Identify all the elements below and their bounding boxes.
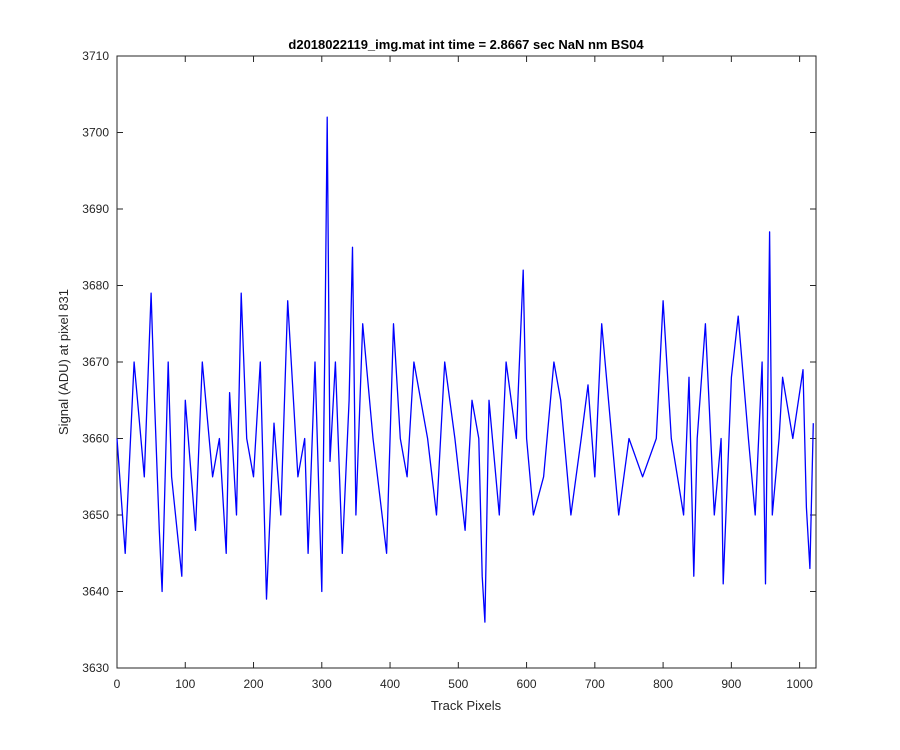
x-tick-label: 700: [585, 677, 605, 691]
x-tick-label: 500: [448, 677, 468, 691]
y-tick-label: 3690: [82, 202, 109, 216]
y-tick-label: 3640: [82, 585, 109, 599]
x-tick-label: 900: [721, 677, 741, 691]
y-axis-title: Signal (ADU) at pixel 831: [56, 289, 71, 435]
x-tick-label: 200: [244, 677, 264, 691]
x-axis-title: Track Pixels: [431, 698, 502, 713]
series-layer: [116, 116, 814, 623]
y-tick-label: 3650: [82, 508, 109, 522]
x-tick-label: 0: [114, 677, 121, 691]
x-tick-label: 800: [653, 677, 673, 691]
x-tick-label: 100: [175, 677, 195, 691]
x-tick-label: 600: [517, 677, 537, 691]
axes-box: [116, 55, 817, 669]
x-tick-label: 400: [380, 677, 400, 691]
chart-title: d2018022119_img.mat int time = 2.8667 se…: [288, 37, 644, 52]
signal-series-line: [116, 116, 814, 623]
y-tick-label: 3680: [82, 279, 109, 293]
y-tick-label: 3660: [82, 432, 109, 446]
y-tick-label: 3670: [82, 355, 109, 369]
y-tick-label: 3710: [82, 49, 109, 63]
y-tick-label: 3700: [82, 126, 109, 140]
y-tick-label: 3630: [82, 661, 109, 675]
ticks-layer: 0 100 200 300 400 500 600 700 800 900 1000 3630 3640…: [82, 49, 816, 691]
x-tick-label: 300: [312, 677, 332, 691]
x-tick-label: 1000: [786, 677, 813, 691]
